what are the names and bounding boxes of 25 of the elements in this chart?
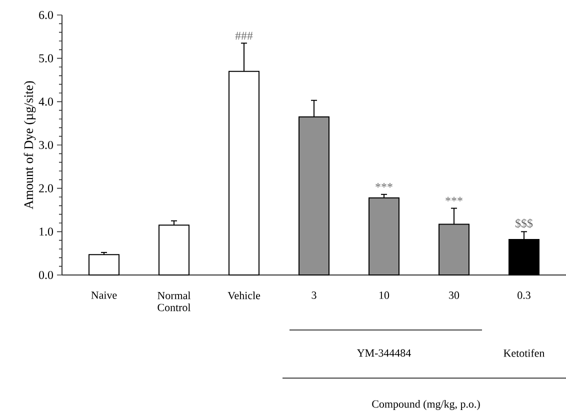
x-tick-label: 30: [449, 292, 460, 299]
bar: [368, 197, 400, 276]
y-tick-label: 1.0: [40, 228, 54, 236]
bar: [88, 254, 120, 276]
y-tick-label: 5.0: [39, 54, 54, 62]
bar: [158, 224, 190, 276]
x-tick-label: Vehicle: [228, 292, 260, 300]
y-tick-label: 6.0: [39, 10, 54, 20]
annotation: ***: [376, 183, 392, 188]
y-tick-label: 2.0: [39, 184, 54, 192]
annotation: $$$: [516, 218, 533, 228]
x-tick-label: Naive: [91, 292, 117, 299]
text: Compound (mg/kg, p.o.): [372, 400, 480, 410]
x-tick-label: 0.3: [518, 292, 530, 299]
y-tick-label: 3.0: [39, 140, 54, 150]
annotation: ***: [446, 196, 462, 202]
text: Ketotifen: [504, 349, 545, 357]
y-tick-label: 4.0: [38, 98, 54, 106]
y-tick-label: 0.0: [38, 270, 54, 280]
x-tick-label: Normal Control: [158, 292, 191, 312]
y-axis-title: Amount of Dye (µg/site): [24, 81, 36, 210]
text: YM-344484: [357, 349, 411, 357]
x-tick-label: 3: [312, 292, 316, 299]
x-tick-label: 10: [379, 292, 390, 299]
annotation: ###: [235, 32, 253, 40]
